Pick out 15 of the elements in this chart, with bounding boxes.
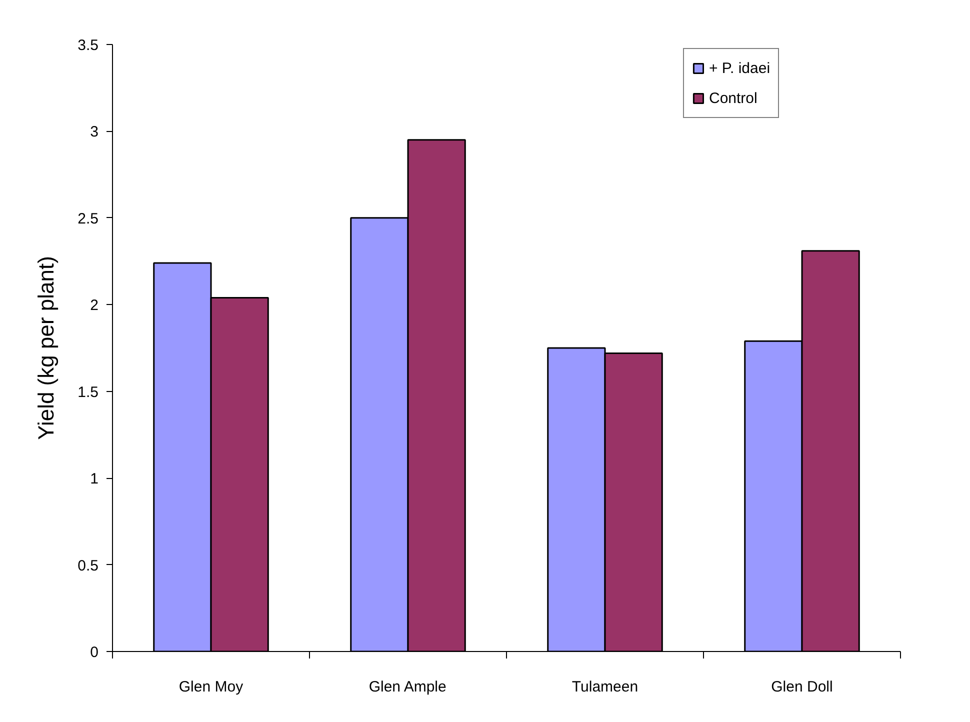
y-tick-label: 2.5	[78, 210, 99, 228]
y-tick-label: 2	[90, 297, 98, 314]
x-tick-label: Glen Doll	[771, 678, 833, 696]
legend-label: + P. idaei	[709, 58, 770, 78]
y-tick-label: 3	[90, 124, 98, 141]
x-tick-label: Tulameen	[572, 678, 638, 696]
y-tick-label: 1.5	[78, 384, 99, 401]
y-tick-label: 3.5	[78, 37, 99, 54]
y-tick-label: 0	[90, 644, 98, 661]
y-tick-label: 0.5	[78, 557, 99, 574]
legend-label: Control	[709, 88, 758, 108]
y-tick-label: 1	[90, 470, 98, 488]
y-axis-title: Yield (kg per plant)	[34, 256, 59, 440]
x-tick-label: Glen Ample	[368, 678, 446, 696]
x-tick-label: Glen Moy	[178, 678, 244, 696]
